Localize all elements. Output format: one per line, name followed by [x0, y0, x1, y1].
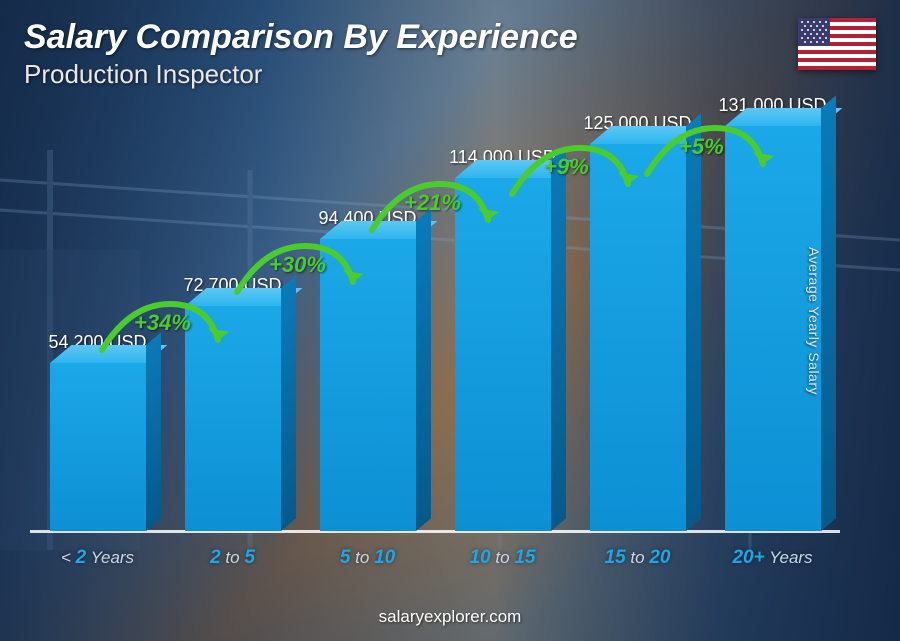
bar-front-face — [590, 144, 686, 531]
bar-side-face — [821, 95, 836, 531]
bar-3d — [590, 144, 686, 531]
bar-3d — [50, 363, 146, 531]
bar-side-face — [416, 208, 431, 531]
x-label-2: 5 to 10 — [300, 547, 435, 569]
bar-front-face — [320, 239, 416, 531]
bar-front-face — [455, 178, 551, 531]
bars-container: 54,200 USD72,700 USD94,400 USD114,000 US… — [30, 120, 840, 531]
x-label-4: 15 to 20 — [570, 547, 705, 569]
bar-1: 72,700 USD — [165, 275, 300, 531]
x-label-5: 20+ Years — [705, 547, 840, 569]
bar-side-face — [146, 332, 161, 531]
y-axis-label: Average Yearly Salary — [806, 247, 822, 395]
bar-3: 114,000 USD — [435, 147, 570, 531]
header: Salary Comparison By Experience Producti… — [24, 18, 876, 90]
bar-side-face — [281, 275, 296, 531]
footer-attribution: salaryexplorer.com — [0, 607, 900, 627]
bar-0: 54,200 USD — [30, 332, 165, 531]
bar-side-face — [686, 113, 701, 531]
bar-3d — [185, 306, 281, 531]
chart-subtitle: Production Inspector — [24, 59, 876, 90]
bar-front-face — [185, 306, 281, 531]
bar-side-face — [551, 147, 566, 531]
x-label-0: < 2 Years — [30, 547, 165, 569]
us-flag-icon — [798, 18, 876, 70]
x-label-1: 2 to 5 — [165, 547, 300, 569]
chart-title: Salary Comparison By Experience — [24, 18, 876, 57]
bar-3d — [320, 239, 416, 531]
bar-front-face — [50, 363, 146, 531]
chart-area: 54,200 USD72,700 USD94,400 USD114,000 US… — [30, 120, 840, 561]
bar-2: 94,400 USD — [300, 208, 435, 531]
x-label-3: 10 to 15 — [435, 547, 570, 569]
bar-4: 125,000 USD — [570, 113, 705, 531]
x-axis-labels: < 2 Years2 to 55 to 1010 to 1515 to 2020… — [30, 547, 840, 569]
bar-3d — [455, 178, 551, 531]
